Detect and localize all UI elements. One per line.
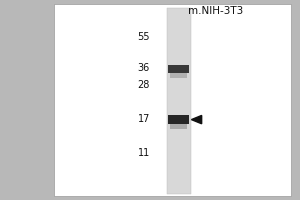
- Text: 17: 17: [138, 114, 150, 124]
- Bar: [167, 8, 191, 194]
- Polygon shape: [191, 115, 202, 124]
- Bar: [54, 4, 291, 196]
- Text: 36: 36: [138, 63, 150, 73]
- Text: m.NIH-3T3: m.NIH-3T3: [188, 6, 244, 16]
- Text: 11: 11: [138, 148, 150, 158]
- Bar: [168, 115, 189, 124]
- Bar: [170, 124, 187, 129]
- Bar: [168, 65, 189, 73]
- Bar: [170, 73, 187, 78]
- Text: 55: 55: [137, 32, 150, 42]
- Text: 28: 28: [138, 80, 150, 90]
